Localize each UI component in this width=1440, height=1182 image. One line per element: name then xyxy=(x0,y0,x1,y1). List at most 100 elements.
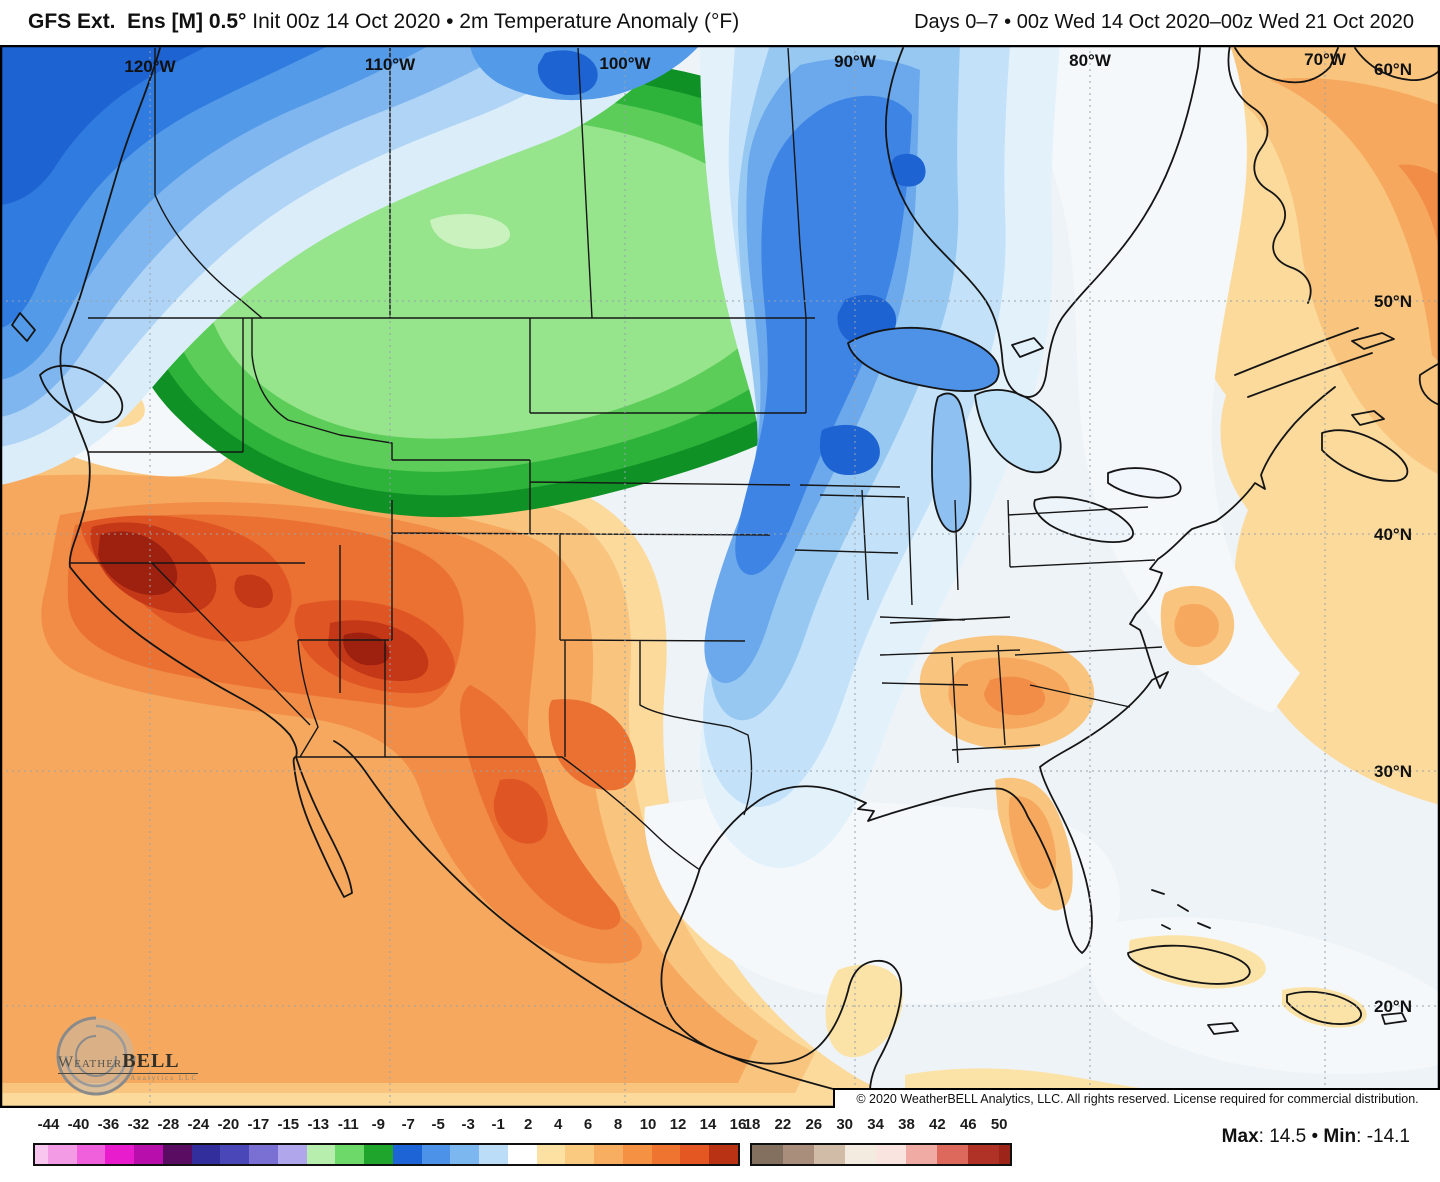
colorbar-segment xyxy=(680,1145,710,1164)
field-trough-core2 xyxy=(819,424,880,475)
colorbar-tick-label: -7 xyxy=(401,1116,415,1133)
field-blue-topspot xyxy=(537,50,598,95)
colorbar-segment xyxy=(162,1145,192,1164)
colorbar-tick-label: -13 xyxy=(307,1116,330,1133)
colorbar-tick-label: -9 xyxy=(371,1116,385,1133)
colorbar-segment xyxy=(450,1145,480,1164)
colorbar-tick-label: -15 xyxy=(277,1116,300,1133)
colorbar-tick-label: 50 xyxy=(990,1116,1008,1133)
colorbar-segment xyxy=(875,1145,907,1164)
colorbar-tick-label: 10 xyxy=(639,1116,657,1133)
colorbar-tick-label: 16 xyxy=(729,1116,747,1133)
parallels xyxy=(0,300,1440,1007)
colorbar-segment xyxy=(191,1145,221,1164)
field-orange-atlantic-hot xyxy=(1398,164,1440,255)
weatherbell-logo: WeatherBELL Analytics LLC xyxy=(38,1014,218,1098)
colorbar-tick-label: -5 xyxy=(431,1116,445,1133)
field-darkred-spot xyxy=(234,574,273,609)
lat-label: 60°N xyxy=(1374,60,1412,79)
colorbar-segment xyxy=(364,1145,393,1164)
max-label: Max xyxy=(1221,1126,1259,1147)
colorbar-segment xyxy=(536,1145,566,1164)
coast-maritimes xyxy=(1234,327,1440,482)
min-label: Min xyxy=(1323,1126,1357,1147)
title-detail: Init 00z 14 Oct 2020 • 2m Temperature An… xyxy=(246,10,740,33)
colorbar-tick-label: 38 xyxy=(898,1116,915,1133)
logo-subtext: Analytics LLC xyxy=(130,1074,198,1082)
border-west-us xyxy=(70,318,806,871)
coastlines xyxy=(11,45,1440,1106)
colorbar-segment xyxy=(594,1145,623,1164)
colorbar-segment xyxy=(752,1145,783,1164)
page-title: GFS Ext. Ens [M] 0.5° Init 00z 14 Oct 20… xyxy=(28,10,739,34)
colorbar-segment xyxy=(622,1145,652,1164)
coast-labrador xyxy=(1227,45,1440,304)
field-trough-5 xyxy=(735,95,912,575)
colorbar-segment xyxy=(306,1145,336,1164)
colorbar-tick-label: 8 xyxy=(613,1116,623,1133)
colorbar-main xyxy=(33,1143,740,1166)
colorbar-tick-label: 42 xyxy=(929,1116,946,1133)
colorbar-tick-label: -36 xyxy=(97,1116,120,1133)
min-value: -14.1 xyxy=(1366,1126,1410,1147)
colorbar-segment xyxy=(134,1145,163,1164)
lat-label: 50°N xyxy=(1374,292,1412,311)
coast-pacific xyxy=(59,47,881,1104)
footer: -44 -40 -36 -32 -28 -24 -20 -17 -15 -13 -11 -9 -7 -5-… xyxy=(0,1108,1440,1182)
field-yellow-hispaniola xyxy=(1282,987,1367,1028)
field-darkest-nm xyxy=(343,632,390,666)
colorbar-segment xyxy=(76,1145,106,1164)
colorbar-tick-label: 14 xyxy=(699,1116,717,1133)
coast-caribbean xyxy=(1127,889,1407,1035)
valid-range: Days 0–7 • 00z Wed 14 Oct 2020–00z Wed 2… xyxy=(914,11,1414,33)
colorbar-tick-label: -40 xyxy=(67,1116,90,1133)
colorbar-segment xyxy=(565,1145,595,1164)
temperature-field xyxy=(0,45,1440,1108)
colorbar-segment xyxy=(782,1145,814,1164)
lat-label: 40°N xyxy=(1374,525,1412,544)
colorbar-segment xyxy=(220,1145,250,1164)
max-value: 14.5 xyxy=(1269,1126,1307,1147)
colorbar-segment xyxy=(249,1145,278,1164)
colorbar-tick-label: -17 xyxy=(247,1116,270,1133)
colorbar-tick-label: 4 xyxy=(553,1116,563,1133)
logo-swirl-icon xyxy=(56,1016,136,1096)
colorbar-tick-label: 22 xyxy=(774,1116,792,1133)
logo-text: WeatherBELL xyxy=(58,1050,198,1074)
map-svg: 120°W 110°W 100°W 90°W 80°W 70°W 60°N 50°N 40°N 3… xyxy=(0,45,1440,1108)
lake-erie xyxy=(1034,497,1134,543)
field-orange-nj2 xyxy=(1174,603,1219,647)
lon-label: 80°W xyxy=(1069,51,1112,70)
colorbar-tick-label: -11 xyxy=(337,1116,359,1133)
field-orange-atlantic-core xyxy=(1270,77,1440,364)
field-red-sonora xyxy=(493,778,548,844)
colorbar-tick-label: -32 xyxy=(127,1116,150,1133)
colorbar-tick-label: -1 xyxy=(491,1116,505,1133)
lon-label: 90°W xyxy=(834,52,877,71)
colorbar-segment xyxy=(47,1145,77,1164)
colorbar: -44 -40 -36 -32 -28 -24 -20 -17 -15 -13 -11 -9 -7 -5-… xyxy=(33,1116,1033,1172)
colorbar-segment xyxy=(335,1145,365,1164)
colorbar-segment xyxy=(999,1145,1010,1164)
anomaly-map: 120°W 110°W 100°W 90°W 80°W 70°W 60°N 50°N 40°N 3… xyxy=(0,45,1440,1108)
logo-word2: BELL xyxy=(122,1050,180,1072)
lat-label: 30°N xyxy=(1374,762,1412,781)
colorbar-segment xyxy=(937,1145,969,1164)
colorbar-segment xyxy=(105,1145,135,1164)
map-frame xyxy=(0,45,1440,1108)
coast-vancouver-island xyxy=(11,312,124,424)
colorbar-tick-label: -44 xyxy=(37,1116,60,1133)
min-colon: : xyxy=(1356,1126,1367,1147)
colorbar-tick-label: 46 xyxy=(959,1116,977,1133)
colorbar-segment xyxy=(392,1145,422,1164)
colorbar-segment xyxy=(507,1145,537,1164)
field-orange-fl2 xyxy=(1008,796,1056,889)
header: GFS Ext. Ens [M] 0.5° Init 00z 14 Oct 20… xyxy=(0,0,1440,45)
colorbar-tick-label: 2 xyxy=(523,1116,533,1133)
colorbar-tick-label: 18 xyxy=(743,1116,761,1133)
field-yellow-yucatan xyxy=(825,964,903,1058)
field-orange-se3 xyxy=(984,676,1046,716)
max-colon: : xyxy=(1258,1126,1270,1147)
field-green-palest-2 xyxy=(430,213,511,249)
colorbar-segment xyxy=(421,1145,451,1164)
